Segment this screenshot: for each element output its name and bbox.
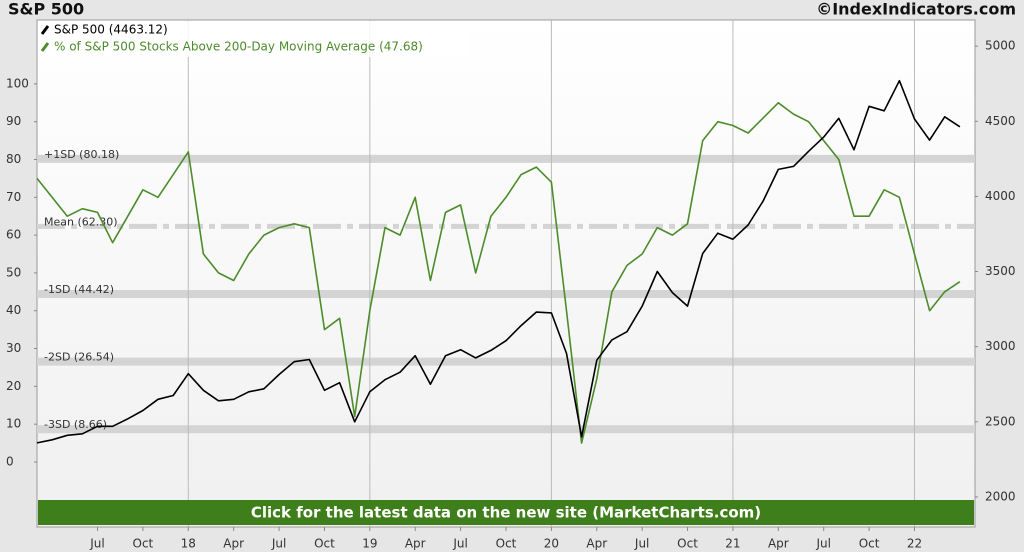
y-tick-label: 80 bbox=[6, 152, 21, 166]
banner[interactable] bbox=[38, 500, 974, 525]
sd-band bbox=[37, 357, 975, 366]
sd-band bbox=[37, 425, 975, 434]
x-tick-label: 22 bbox=[907, 537, 922, 551]
legend-swatch bbox=[40, 42, 50, 52]
y2-tick-label: 2000 bbox=[985, 489, 1016, 503]
y-tick-label: 20 bbox=[6, 379, 21, 393]
source: ©IndexIndicators.com bbox=[816, 0, 1016, 19]
y-tick-label: 60 bbox=[6, 228, 21, 242]
x-tick-label: Oct bbox=[133, 537, 154, 551]
sd-band bbox=[37, 154, 975, 163]
x-tick-label: Oct bbox=[677, 537, 698, 551]
y2-tick-label: 3500 bbox=[985, 264, 1016, 278]
x-tick-label: Jul bbox=[634, 537, 649, 551]
x-tick-label: Apr bbox=[586, 537, 607, 551]
x-tick-label: Oct bbox=[314, 537, 335, 551]
reference-label: Mean (62.30) bbox=[44, 215, 118, 228]
y-tick-label: 10 bbox=[6, 417, 21, 431]
legend-label: % of S&P 500 Stocks Above 200-Day Moving… bbox=[54, 40, 423, 54]
x-tick-label: Jul bbox=[89, 537, 104, 551]
x-tick-label: Jul bbox=[271, 537, 286, 551]
x-tick-label: 20 bbox=[544, 537, 559, 551]
y2-tick-label: 4500 bbox=[985, 114, 1016, 128]
x-tick-label: Apr bbox=[405, 537, 426, 551]
y-tick-label: 100 bbox=[6, 76, 29, 90]
reference-label: +1SD (80.18) bbox=[44, 148, 119, 161]
legend-swatch bbox=[40, 25, 50, 35]
y-tick-label: 70 bbox=[6, 190, 21, 204]
series-line bbox=[36, 79, 961, 444]
x-tick-label: Apr bbox=[768, 537, 789, 551]
y-tick-label: 0 bbox=[6, 454, 14, 468]
reference-label: -1SD (44.42) bbox=[44, 283, 114, 296]
reference-label: -2SD (26.54) bbox=[44, 351, 114, 364]
legend-label: S&P 500 (4463.12) bbox=[54, 23, 168, 37]
y-tick-label: 90 bbox=[6, 114, 21, 128]
y-tick-label: 50 bbox=[6, 265, 21, 279]
x-tick-label: 21 bbox=[725, 537, 740, 551]
x-tick-label: Jul bbox=[452, 537, 467, 551]
sd-band bbox=[37, 290, 975, 299]
series-line bbox=[36, 102, 961, 444]
y2-tick-label: 4000 bbox=[985, 189, 1016, 203]
y2-tick-label: 3000 bbox=[985, 339, 1016, 353]
y-tick-label: 30 bbox=[6, 341, 21, 355]
x-tick-label: Jul bbox=[815, 537, 830, 551]
banner-text[interactable]: Click for the latest data on the new sit… bbox=[251, 504, 761, 522]
y-tick-label: 40 bbox=[6, 303, 21, 317]
y2-tick-label: 2500 bbox=[985, 414, 1016, 428]
x-tick-label: Apr bbox=[223, 537, 244, 551]
y2-tick-label: 5000 bbox=[985, 39, 1016, 53]
x-tick-label: 19 bbox=[362, 537, 377, 551]
legend-box bbox=[38, 21, 468, 57]
plot-area bbox=[36, 19, 976, 528]
chart-title: S&P 500 bbox=[8, 0, 84, 19]
reference-label: -3SD (8.66) bbox=[44, 418, 107, 431]
x-tick-label: Oct bbox=[496, 537, 517, 551]
x-tick-label: 18 bbox=[181, 537, 196, 551]
x-tick-label: Oct bbox=[859, 537, 880, 551]
